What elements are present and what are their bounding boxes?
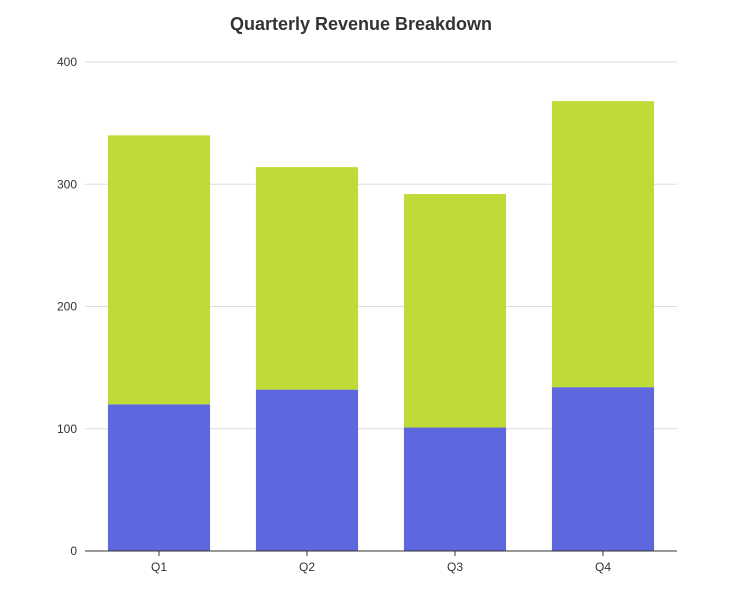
y-tick-label: 400 — [57, 55, 77, 69]
chart-title: Quarterly Revenue Breakdown — [229, 14, 493, 34]
x-tick-label: Q4 — [595, 560, 611, 574]
x-tick-label: Q1 — [151, 560, 167, 574]
y-tick-label: 0 — [70, 544, 77, 558]
y-tick-label: 200 — [57, 300, 77, 314]
bar-segment-q4-series-1 — [551, 387, 655, 551]
bar-segment-q3-series-2 — [403, 194, 507, 428]
bar-segment-q3-series-1 — [403, 427, 507, 551]
bar-segment-q4-series-2 — [551, 101, 655, 388]
y-tick-label: 100 — [57, 422, 77, 436]
bar-segment-q1-series-2 — [107, 135, 211, 405]
y-tick-label: 300 — [57, 177, 77, 191]
bar-segment-q2-series-1 — [255, 389, 359, 551]
bar-segment-q1-series-1 — [107, 404, 211, 551]
x-tick-label: Q2 — [299, 560, 315, 574]
bar-segment-q2-series-2 — [255, 167, 359, 390]
x-tick-label: Q3 — [447, 560, 463, 574]
